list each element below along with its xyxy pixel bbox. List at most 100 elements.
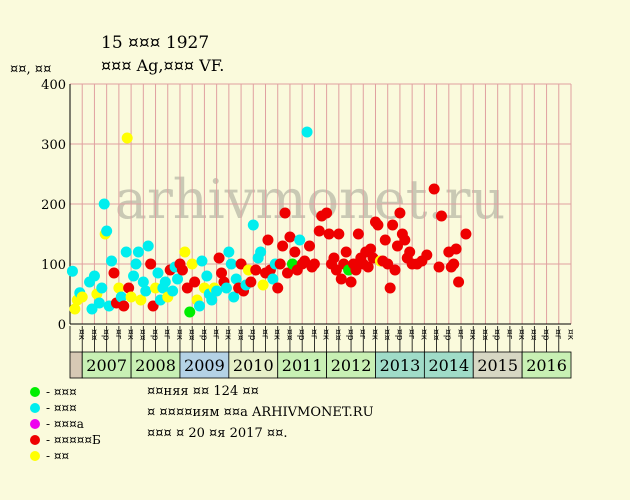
quarter-label: ¤р (345, 329, 355, 341)
year-cell-blank (69, 351, 83, 379)
year-cell (130, 351, 181, 379)
data-point-red (365, 243, 377, 255)
data-point-red (372, 219, 384, 231)
data-point-red (333, 228, 345, 240)
quarter-label: ¤к (174, 329, 184, 341)
data-point-red (340, 246, 352, 258)
legend-dot (30, 435, 40, 445)
year-label: 2007 (86, 356, 127, 375)
year-label: 2010 (233, 356, 274, 375)
data-point-red (335, 273, 347, 285)
quarter-label: ¤р (443, 329, 453, 341)
data-point-cyan (159, 276, 171, 288)
quarter-label: ¤р (394, 329, 404, 341)
data-point-red (404, 246, 416, 258)
data-point-cyan (172, 273, 184, 285)
quarter-label: ¤г (504, 329, 514, 340)
data-point-red (387, 219, 399, 231)
data-point-cyan (301, 126, 313, 138)
average-price-text: ¤¤няя ¤¤ 124 ¤¤ (147, 384, 259, 399)
data-point-cyan (294, 234, 306, 246)
data-point-red (362, 261, 374, 273)
quarter-label: ¤¤ (333, 329, 343, 341)
year-cell (277, 351, 328, 379)
data-point-yellow (135, 294, 147, 306)
legend-item: - ¤¤¤ (30, 401, 77, 415)
quarter-label: ¤р (198, 329, 208, 341)
data-point-red (262, 234, 274, 246)
quarter-label: ¤г (259, 329, 269, 340)
quarter-label: ¤¤ (528, 329, 538, 341)
quarter-label: ¤к (76, 329, 86, 341)
year-cell (521, 351, 572, 379)
quarter-label: ¤г (553, 329, 563, 340)
data-point-cyan (142, 240, 154, 252)
legend-item: - ¤¤¤¤¤Б (30, 433, 101, 447)
legend-label: - ¤¤ (46, 449, 70, 463)
data-point-cyan (120, 246, 132, 258)
data-point-red (176, 264, 188, 276)
data-point-red (313, 225, 325, 237)
data-point-cyan (211, 285, 223, 297)
data-point-cyan (152, 267, 164, 279)
data-point-cyan (167, 285, 179, 297)
data-point-red (279, 207, 291, 219)
quarter-label: ¤г (211, 329, 221, 340)
data-point-red (308, 258, 320, 270)
quarter-label: ¤к (467, 329, 477, 341)
legend-dot (30, 387, 40, 397)
data-point-red (216, 267, 228, 279)
quarter-label: ¤к (516, 329, 526, 341)
data-point-cyan (230, 273, 242, 285)
legend-item: - ¤¤¤а (30, 417, 84, 431)
legend-item: - ¤¤¤ (30, 385, 77, 399)
data-point-red (350, 264, 362, 276)
quarter-label: ¤к (321, 329, 331, 341)
data-point-cyan (101, 225, 113, 237)
data-point-cyan (93, 297, 105, 309)
data-point-red (277, 240, 289, 252)
data-point-red (189, 276, 201, 288)
y-tick-label: 300 (41, 138, 66, 153)
quarter-label: ¤г (162, 329, 172, 340)
quarter-label: ¤¤ (382, 329, 392, 341)
data-point-cyan (96, 282, 108, 294)
data-point-red (345, 276, 357, 288)
data-point-cyan (137, 276, 149, 288)
quarter-label: ¤к (223, 329, 233, 341)
quarter-label: ¤¤ (186, 329, 196, 341)
data-point-cyan (140, 285, 152, 297)
year-cell (179, 351, 230, 379)
quarter-label: ¤¤ (430, 329, 440, 341)
data-point-red (435, 210, 447, 222)
data-point-cyan (132, 246, 144, 258)
year-label: 2009 (184, 356, 225, 375)
legend-item: - ¤¤ (30, 449, 69, 463)
quarter-label: ¤р (149, 329, 159, 341)
data-point-red (272, 282, 284, 294)
data-point-red (330, 264, 342, 276)
data-point-cyan (201, 270, 213, 282)
year-label: 2016 (526, 356, 567, 375)
data-point-cyan (220, 282, 232, 294)
data-point-cyan (225, 258, 237, 270)
chart-title: 15 ¤¤¤ 1927 (101, 33, 210, 53)
data-point-red (181, 282, 193, 294)
data-point-red (323, 228, 335, 240)
data-point-cyan (106, 255, 118, 267)
y-tick-label: 100 (41, 258, 66, 273)
data-point-cyan (196, 255, 208, 267)
quarter-label: ¤г (308, 329, 318, 340)
quarter-label: ¤к (369, 329, 379, 341)
year-cell (472, 351, 523, 379)
legend-dot (30, 419, 40, 429)
year-cell (228, 351, 279, 379)
data-point-red (284, 231, 296, 243)
chart-subtitle: ¤¤¤ Ag,¤¤¤ VF. (101, 56, 225, 75)
data-point-red (282, 267, 294, 279)
legend-label: - ¤¤¤ (46, 401, 77, 415)
y-tick-label: 0 (58, 318, 66, 333)
quarter-label: ¤р (492, 329, 502, 341)
quarter-label: ¤¤ (479, 329, 489, 341)
data-point-cyan (206, 294, 218, 306)
